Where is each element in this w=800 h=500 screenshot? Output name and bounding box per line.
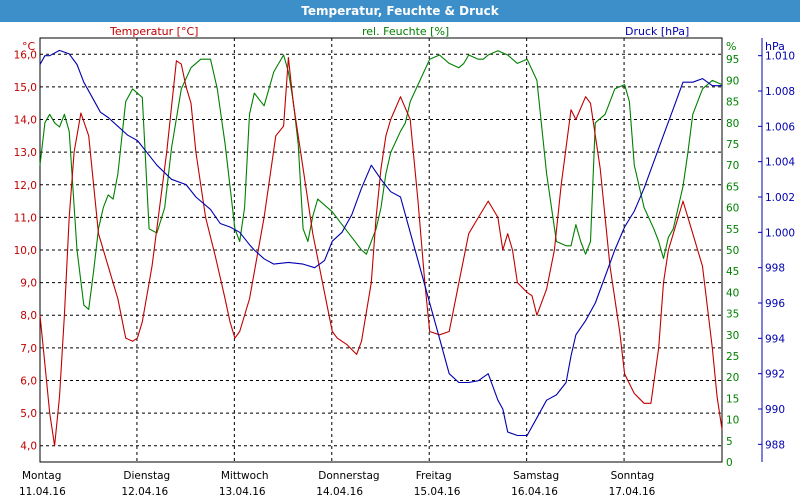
humidity-tick-label: 20 — [726, 372, 739, 384]
pressure-tick-label: 1.002 — [765, 192, 795, 204]
date-axis-ticks: Montag 11.04.16 Dienstag 12.04.16 Mittwoch 13… — [19, 470, 656, 498]
x-tick-day-label: Sonntag — [611, 470, 655, 482]
temperature-tick-label: 14,0 — [14, 115, 37, 127]
humidity-tick-label: 10 — [726, 415, 739, 427]
temperature-tick-label: 12,0 — [14, 180, 37, 192]
temperature-tick-label: 13,0 — [14, 147, 37, 159]
humidity-tick-label: 55 — [726, 224, 739, 236]
humidity-tick-label: 95 — [726, 54, 739, 66]
temperature-tick-label: 4,0 — [20, 441, 37, 453]
series-lines — [39, 49, 723, 447]
legend-humidity: rel. Feuchte [%] — [362, 25, 449, 38]
pressure-tick-label: 990 — [765, 404, 785, 416]
pressure-axis-ticks: 988 990 992 994 996 998 1.000 1.002 1.004 1.006 1.… — [758, 38, 795, 462]
pressure-tick-label: 992 — [765, 369, 785, 381]
humidity-axis-ticks: 0 5 10 15 20 25 30 35 40 45 50 55 60 65 70 75 80 85 90 95 — [726, 54, 739, 469]
x-tick-day-label: Donnerstag — [318, 470, 379, 482]
chart-title: Temperatur, Feuchte & Druck — [0, 0, 800, 22]
temperature-tick-label: 8,0 — [20, 310, 37, 322]
temperature-tick-label: 15,0 — [14, 82, 37, 94]
x-tick-date-label: 16.04.16 — [511, 486, 558, 498]
x-tick-date-label: 12.04.16 — [121, 486, 168, 498]
humidity-axis-unit: % — [726, 40, 736, 53]
x-tick-date-label: 11.04.16 — [19, 486, 66, 498]
temperature-tick-label: 6,0 — [20, 375, 37, 387]
pressure-tick-label: 988 — [765, 439, 785, 451]
humidity-tick-label: 70 — [726, 160, 739, 172]
humidity-tick-label: 0 — [726, 457, 733, 469]
humidity-tick-label: 80 — [726, 118, 739, 130]
x-tick-date-label: 17.04.16 — [609, 486, 656, 498]
x-tick-day-label: Samstag — [513, 470, 559, 482]
pressure-tick-label: 1.008 — [765, 86, 795, 98]
pressure-series-line — [39, 49, 722, 437]
temperature-tick-label: 5,0 — [20, 408, 37, 420]
x-tick-date-label: 15.04.16 — [414, 486, 461, 498]
pressure-tick-label: 1.004 — [765, 157, 795, 169]
legend-pressure: Druck [hPa] — [625, 25, 689, 38]
temperature-series-line — [39, 57, 723, 447]
humidity-tick-label: 5 — [726, 436, 733, 448]
temperature-axis-unit: °C — [22, 40, 36, 53]
humidity-series-line — [39, 50, 723, 310]
pressure-axis-unit: hPa — [765, 40, 785, 53]
pressure-tick-label: 996 — [765, 298, 785, 310]
humidity-tick-label: 60 — [726, 203, 739, 215]
humidity-tick-label: 30 — [726, 330, 739, 342]
pressure-tick-label: 1.000 — [765, 227, 795, 239]
pressure-tick-label: 1.006 — [765, 121, 795, 133]
humidity-tick-label: 90 — [726, 75, 739, 87]
humidity-tick-label: 85 — [726, 97, 739, 109]
temperature-tick-label: 10,0 — [14, 245, 37, 257]
humidity-tick-label: 35 — [726, 309, 739, 321]
x-tick-day-label: Dienstag — [123, 470, 170, 482]
temperature-axis-ticks: 4,0 5,0 6,0 7,0 8,0 9,0 10,0 11,0 12,0 13,0 14,0 15… — [14, 49, 37, 452]
x-tick-day-label: Mittwoch — [221, 470, 269, 482]
temperature-tick-label: 7,0 — [20, 343, 37, 355]
humidity-tick-label: 75 — [726, 139, 739, 151]
humidity-tick-label: 25 — [726, 351, 739, 363]
humidity-tick-label: 50 — [726, 245, 739, 257]
humidity-tick-label: 45 — [726, 266, 739, 278]
temperature-tick-label: 11,0 — [14, 212, 37, 224]
x-tick-day-label: Freitag — [416, 470, 452, 482]
humidity-tick-label: 40 — [726, 287, 739, 299]
humidity-tick-label: 65 — [726, 181, 739, 193]
pressure-tick-label: 998 — [765, 263, 785, 275]
pressure-tick-label: 994 — [765, 333, 785, 345]
temperature-tick-label: 16,0 — [14, 49, 37, 61]
pressure-tick-label: 1.010 — [765, 51, 795, 63]
temperature-tick-label: 9,0 — [20, 278, 37, 290]
x-tick-date-label: 13.04.16 — [219, 486, 266, 498]
x-tick-day-label: Montag — [22, 470, 61, 482]
x-tick-date-label: 14.04.16 — [316, 486, 363, 498]
grid-lines — [40, 38, 722, 462]
humidity-tick-label: 15 — [726, 393, 739, 405]
legend-temperature: Temperatur [°C] — [109, 25, 198, 38]
